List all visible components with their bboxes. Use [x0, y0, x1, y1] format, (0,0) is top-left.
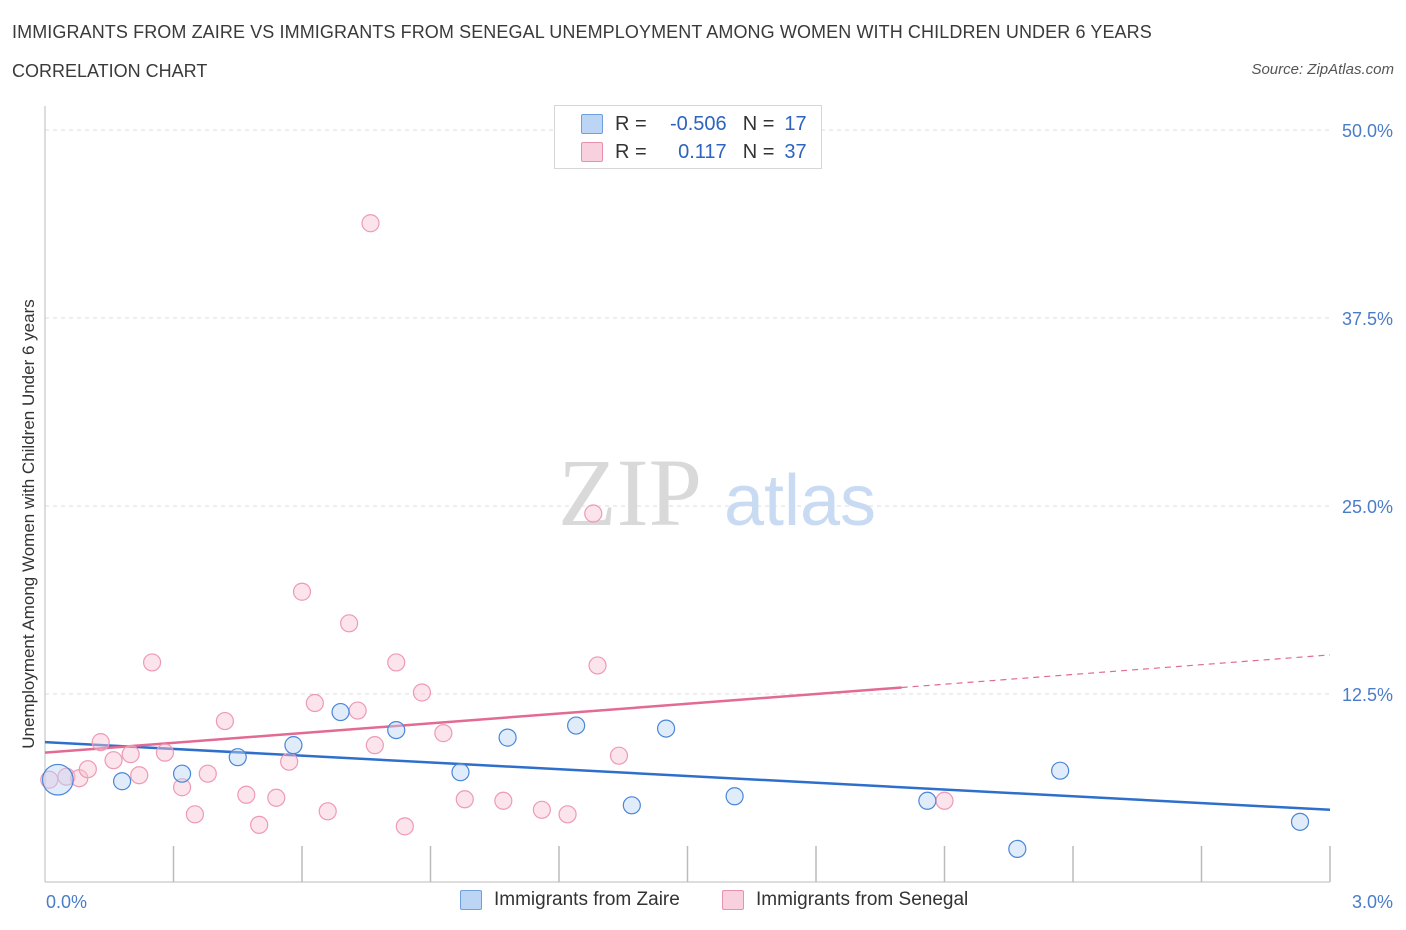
- senegal-point: [292, 582, 312, 601]
- senegal-point: [267, 788, 286, 807]
- y-axis-title: Unemployment Among Women with Children U…: [19, 299, 38, 748]
- chart-title: IMMIGRANTS FROM ZAIRE VS IMMIGRANTS FROM…: [12, 22, 1152, 42]
- senegal-point: [121, 745, 140, 764]
- legend-r-label: R =: [615, 140, 647, 163]
- legend-n-label: N =: [742, 140, 775, 163]
- senegal-point: [558, 805, 577, 824]
- trend-lines: [44, 654, 1331, 812]
- watermark: ZIP atlas: [558, 439, 876, 546]
- senegal-point: [588, 656, 607, 675]
- legend-n-label: N =: [742, 112, 775, 135]
- zaire-point: [1290, 812, 1310, 831]
- series-legend-senegal: Immigrants from Senegal: [722, 889, 968, 911]
- series-label-zaire: Immigrants from Zaire: [494, 889, 680, 910]
- zaire-point: [331, 702, 350, 722]
- senegal-point: [250, 815, 269, 834]
- y-tick-label: 12.5%: [1342, 685, 1393, 705]
- chart-subtitle: CORRELATION CHART: [12, 61, 208, 81]
- axes: [44, 106, 1331, 883]
- senegal-point: [104, 751, 123, 770]
- legend-n-value: 17: [784, 112, 807, 135]
- y-tick-label: 50.0%: [1342, 121, 1393, 141]
- senegal-point: [532, 800, 551, 819]
- zaire-point: [284, 736, 303, 755]
- senegal-point: [494, 791, 513, 810]
- grid-lines: [45, 129, 1330, 695]
- senegal-point: [172, 778, 192, 797]
- senegal-point: [395, 817, 414, 836]
- legend-r-label: R =: [615, 112, 647, 135]
- senegal-point: [434, 724, 453, 743]
- series-legend: Immigrants from Zaire Immigrants from Se…: [0, 889, 1406, 915]
- senegal-point: [91, 733, 110, 752]
- zaire-point: [1051, 761, 1070, 780]
- senegal-point: [365, 736, 384, 755]
- senegal-point: [142, 653, 162, 672]
- legend-r-value: -0.506: [669, 112, 727, 135]
- senegal-point: [387, 653, 406, 672]
- senegal-point: [130, 766, 149, 785]
- senegal-point: [348, 701, 367, 720]
- senegal-point: [584, 504, 603, 523]
- senegal-point: [78, 760, 97, 779]
- y-tick-label: 37.5%: [1342, 309, 1393, 329]
- x-tick-label: 3.0%: [1352, 892, 1393, 912]
- zaire-point: [172, 764, 192, 783]
- senegal-point: [40, 770, 59, 789]
- senegal-point: [935, 791, 954, 810]
- legend-n-value: 37: [784, 140, 807, 163]
- senegal-point: [318, 802, 337, 821]
- legend-r-value: 0.117: [678, 140, 727, 163]
- watermark-zip: ZIP: [558, 439, 702, 546]
- senegal-point: [155, 743, 175, 762]
- senegal-point: [237, 785, 256, 804]
- senegal-point: [215, 711, 234, 731]
- zaire-point: [387, 720, 406, 740]
- data-points: [40, 214, 1310, 859]
- senegal-trend-line: [44, 686, 902, 754]
- senegal-point: [340, 614, 359, 633]
- legend-swatch-zaire: [581, 114, 603, 134]
- legend-row-senegal: R = 0.117 N = 37: [581, 139, 807, 165]
- senegal-point: [280, 752, 299, 771]
- watermark-atlas: atlas: [724, 461, 876, 541]
- series-swatch-zaire: [460, 890, 482, 910]
- correlation-legend: R = -0.506 N = 17 R = 0.117 N = 37: [554, 105, 822, 169]
- x-tick-label: 0.0%: [46, 892, 87, 912]
- zaire-point: [918, 791, 937, 810]
- senegal-point: [361, 214, 380, 233]
- senegal-point: [198, 764, 217, 783]
- source-label: Source: ZipAtlas.com: [1251, 61, 1394, 78]
- zaire-point: [1008, 839, 1027, 859]
- senegal-trend-line-extension: [901, 654, 1331, 689]
- series-legend-zaire: Immigrants from Zaire: [460, 889, 680, 911]
- zaire-trend-line: [44, 740, 1331, 812]
- y-tick-label: 25.0%: [1342, 497, 1393, 517]
- series-swatch-senegal: [722, 890, 744, 910]
- senegal-point: [412, 683, 432, 702]
- zaire-point: [112, 772, 132, 791]
- zaire-point: [228, 748, 247, 767]
- zaire-point: [567, 716, 586, 735]
- zaire-point: [622, 796, 641, 815]
- senegal-point: [609, 746, 629, 765]
- zaire-point: [451, 763, 470, 782]
- axis-labels: 12.5% 25.0% 37.5% 50.0% 0.0% 3.0% Unemployment…: [19, 121, 1393, 912]
- legend-row-zaire: R = -0.506 N = 17: [581, 111, 807, 137]
- senegal-point: [305, 693, 324, 713]
- zaire-point: [498, 728, 517, 747]
- zaire-point: [725, 787, 744, 806]
- senegal-point: [185, 805, 205, 824]
- legend-swatch-senegal: [581, 142, 603, 162]
- series-label-senegal: Immigrants from Senegal: [756, 889, 969, 910]
- senegal-point: [455, 790, 474, 809]
- zaire-point: [41, 763, 74, 796]
- zaire-point: [656, 719, 676, 738]
